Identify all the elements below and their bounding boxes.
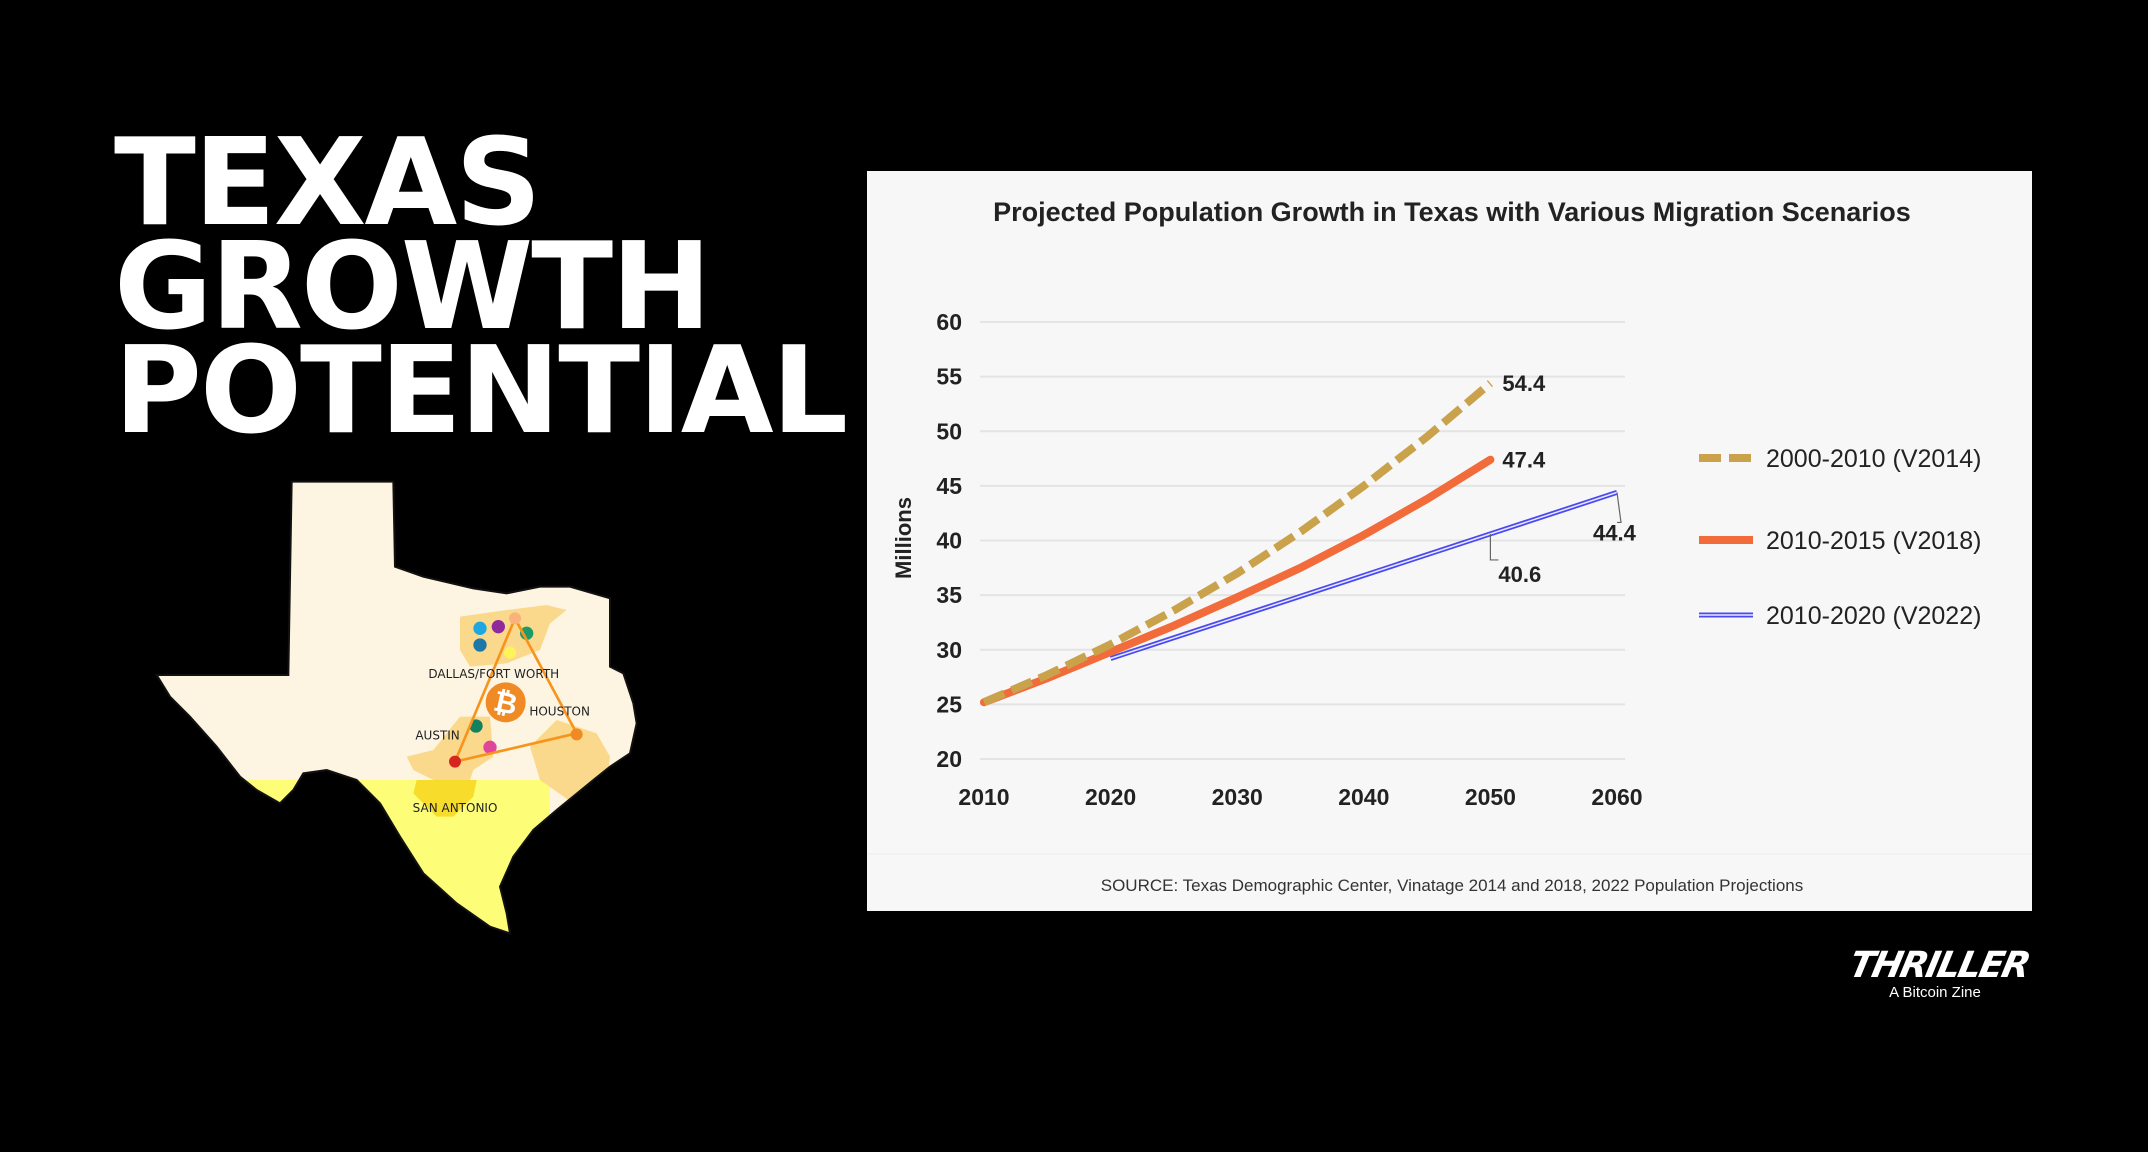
headline-line: TEXAS: [114, 114, 542, 253]
y-tick-label: 25: [936, 691, 962, 717]
series-line-2000-2010 (V2014): [982, 380, 1493, 706]
bitcoin-icon: ₿: [485, 682, 526, 723]
city-label-houston: HOUSTON: [529, 704, 590, 718]
headline-line: POTENTIAL: [114, 322, 848, 461]
y-tick-label: 55: [936, 364, 962, 390]
y-tick-label: 20: [936, 746, 962, 772]
data-label: 47.4: [1502, 448, 1546, 473]
y-tick-label: 35: [936, 582, 962, 608]
series-line-2010-2015 (V2018): [980, 455, 1495, 707]
texas-triangle: [452, 615, 579, 764]
data-label: 44.4: [1593, 520, 1637, 545]
x-tick-label: 2030: [1212, 784, 1263, 810]
chart-panel: Projected Population Growth in Texas wit…: [867, 171, 2032, 911]
city-label-dfw: DALLAS/FORT WORTH: [428, 667, 559, 681]
headline: TEXAS GROWTH POTENTIAL: [114, 114, 848, 461]
logo-brand: THRILLER: [1845, 945, 2033, 986]
y-tick-label: 30: [936, 637, 962, 663]
dfw-metro-area: [460, 605, 567, 667]
y-tick-label: 60: [936, 309, 962, 335]
logo-tagline: A Bitcoin Zine: [1889, 984, 1981, 1001]
leader-line: [1489, 533, 1499, 561]
y-axis-label: Millions: [891, 497, 916, 579]
x-tick-label: 2010: [958, 784, 1009, 810]
san-antonio-metro-area: [413, 780, 477, 817]
population-chart: Projected Population Growth in Texas wit…: [867, 197, 2032, 895]
thriller-logo: THRILLER A Bitcoin Zine: [1846, 945, 2033, 1001]
legend-label: 2000-2010 (V2014): [1766, 445, 1981, 473]
chart-source: SOURCE: Texas Demographic Center, Vinata…: [1101, 876, 1804, 895]
texas-map: ₿ DALLAS/FORT WORTH HOUSTON AUSTIN SAN A…: [155, 480, 638, 935]
x-tick-label: 2040: [1338, 784, 1389, 810]
chart-title: Projected Population Growth in Texas wit…: [993, 197, 1911, 227]
y-tick-label: 50: [936, 418, 962, 444]
legend-label: 2010-2020 (V2022): [1766, 602, 1981, 630]
data-label: 40.6: [1498, 562, 1541, 587]
city-label-san-antonio: SAN ANTONIO: [413, 801, 498, 815]
x-tick-label: 2060: [1591, 784, 1642, 810]
legend-label: 2010-2015 (V2018): [1766, 527, 1981, 555]
x-tick-label: 2050: [1465, 784, 1516, 810]
data-label: 54.4: [1502, 371, 1546, 396]
series-line-inner: [1110, 491, 1618, 660]
headline-line: GROWTH: [114, 218, 712, 357]
city-dots: [469, 620, 534, 754]
leader-line: [1616, 492, 1622, 524]
y-tick-label: 45: [936, 473, 962, 499]
city-label-austin: AUSTIN: [415, 728, 459, 742]
austin-metro-area: [406, 716, 494, 790]
x-tick-label: 2020: [1085, 784, 1136, 810]
y-tick-label: 40: [936, 528, 962, 554]
